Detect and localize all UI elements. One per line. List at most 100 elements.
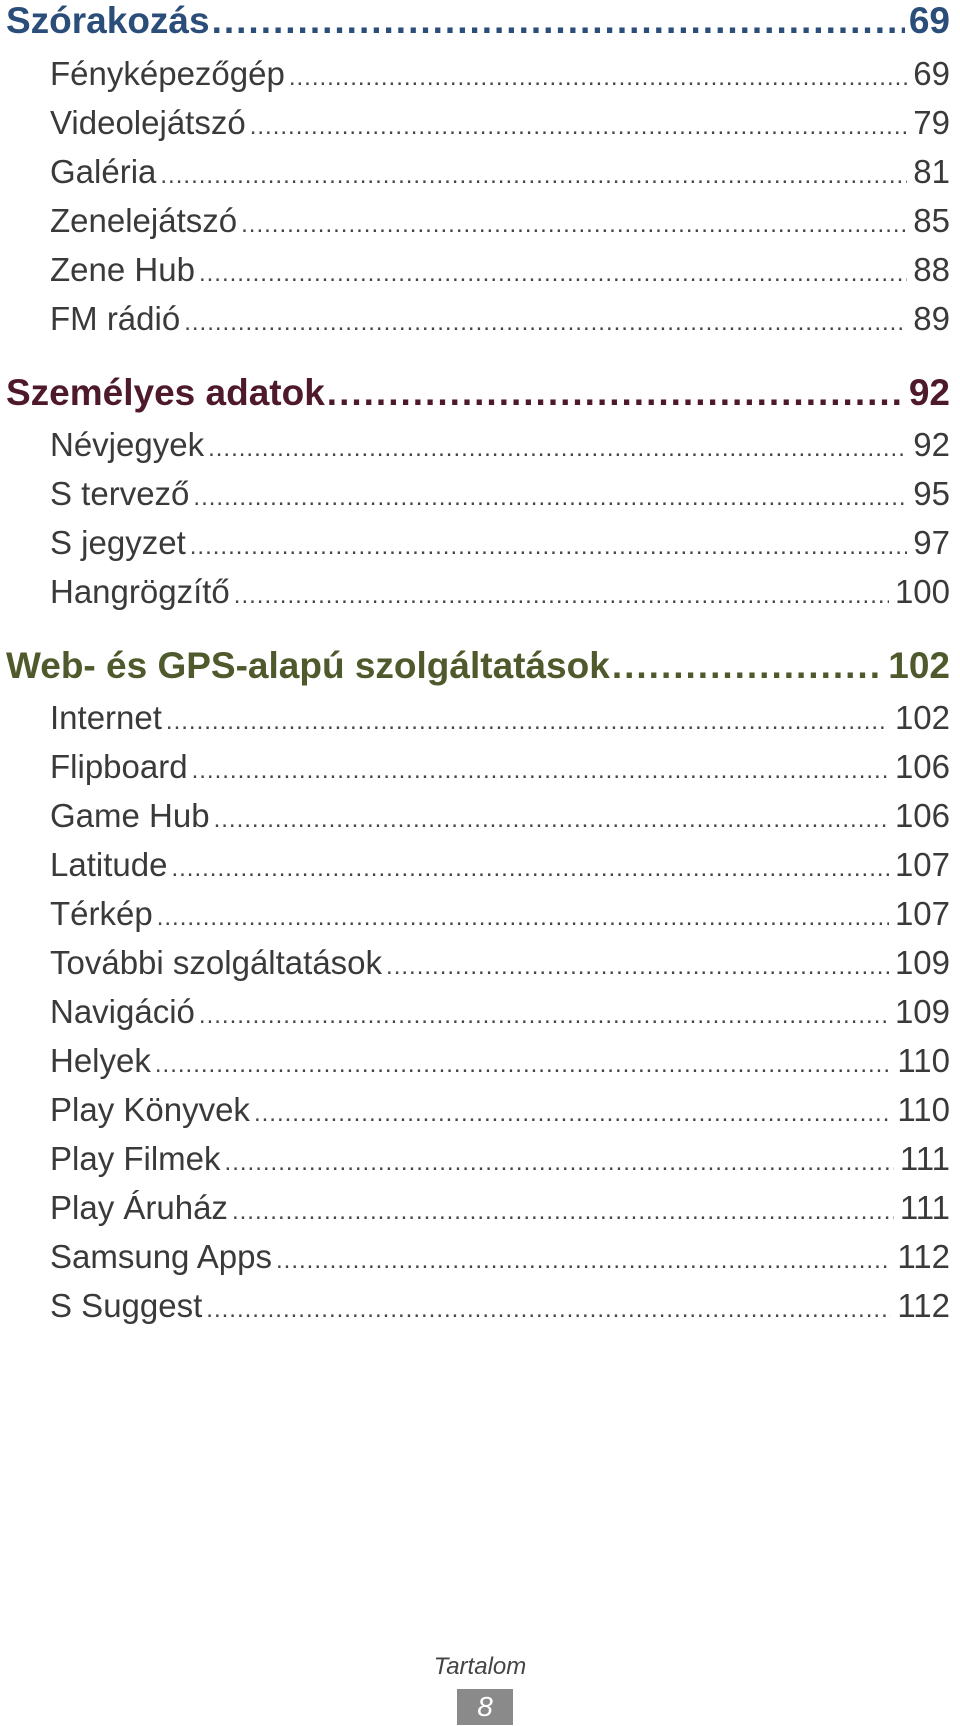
toc-entry[interactable]: Game Hub 106 <box>50 797 950 835</box>
entry-label: Play Könyvek <box>50 1091 250 1128</box>
toc-entry[interactable]: FM rádió 89 <box>50 300 950 338</box>
toc-entry[interactable]: S jegyzet 97 <box>50 524 950 562</box>
dot-leader <box>199 1002 889 1030</box>
dot-leader <box>276 1247 891 1275</box>
toc-entry[interactable]: Videolejátszó 79 <box>50 104 950 142</box>
dot-leader <box>225 1149 894 1177</box>
entry-label: Zenelejátszó <box>50 202 238 239</box>
dot-leader <box>212 0 905 42</box>
dot-leader <box>155 1051 892 1079</box>
entry-label: Play Áruház <box>50 1189 228 1226</box>
toc-entry[interactable]: Zene Hub 88 <box>50 251 950 289</box>
toc-entry[interactable]: Play Áruház 111 <box>50 1189 950 1227</box>
toc-entry[interactable]: Névjegyek 92 <box>50 426 950 464</box>
footer-page-number: 8 <box>457 1689 513 1725</box>
entry-page: 100 <box>894 573 950 610</box>
toc-entry[interactable]: Internet 102 <box>50 699 950 737</box>
entry-label: Helyek <box>50 1042 151 1079</box>
dot-leader <box>289 64 907 92</box>
dot-leader <box>190 533 908 561</box>
entry-label: Galéria <box>50 153 157 190</box>
toc-entry[interactable]: Flipboard 106 <box>50 748 950 786</box>
toc-entry[interactable]: Térkép 107 <box>50 895 950 933</box>
dot-leader <box>171 855 889 883</box>
entry-page: 106 <box>894 797 950 834</box>
entry-page: 107 <box>894 846 950 883</box>
entry-label: Internet <box>50 699 162 736</box>
section-page: 92 <box>908 372 950 413</box>
toc-entry[interactable]: Latitude 107 <box>50 846 950 884</box>
dot-leader <box>208 435 907 463</box>
entry-page: 107 <box>894 895 950 932</box>
entry-label: S jegyzet <box>50 524 186 561</box>
entry-page: 110 <box>897 1091 950 1128</box>
dot-leader <box>193 484 907 512</box>
entry-label: Hangrögzítő <box>50 573 230 610</box>
entry-label: Samsung Apps <box>50 1238 272 1275</box>
entry-page: 69 <box>913 55 950 92</box>
entry-page: 92 <box>913 426 950 463</box>
entry-label: Flipboard <box>50 748 188 785</box>
entry-label: Videolejátszó <box>50 104 246 141</box>
entry-page: 106 <box>894 748 950 785</box>
toc-entry[interactable]: Helyek 110 <box>50 1042 950 1080</box>
entry-label: Fényképezőgép <box>50 55 285 92</box>
toc-entry[interactable]: Samsung Apps 112 <box>50 1238 950 1276</box>
footer-section-label: Tartalom <box>433 1653 527 1680</box>
section-page: 69 <box>908 0 950 41</box>
entry-page: 79 <box>913 104 950 141</box>
entry-page: 89 <box>913 300 950 337</box>
toc-entry[interactable]: Galéria 81 <box>50 153 950 191</box>
entry-page: 97 <box>913 524 950 561</box>
section-title: Szórakozás <box>6 0 210 41</box>
entry-label: Latitude <box>50 846 168 883</box>
entry-label: S tervező <box>50 475 190 512</box>
entry-page: 95 <box>913 475 950 512</box>
entry-label: Térkép <box>50 895 153 932</box>
dot-leader <box>250 113 908 141</box>
entry-page: 85 <box>913 202 950 239</box>
toc-entry[interactable]: Play Könyvek 110 <box>50 1091 950 1129</box>
dot-leader <box>214 806 889 834</box>
dot-leader <box>254 1100 891 1128</box>
section-page: 102 <box>888 645 950 686</box>
dot-leader <box>327 372 905 414</box>
entry-page: 111 <box>899 1140 950 1177</box>
entry-label: S Suggest <box>50 1287 203 1324</box>
dot-leader <box>612 645 884 687</box>
entry-page: 88 <box>913 251 950 288</box>
dot-leader <box>199 260 907 288</box>
toc-entry[interactable]: Navigáció 109 <box>50 993 950 1031</box>
dot-leader <box>160 162 907 190</box>
toc-section-heading[interactable]: Web- és GPS-alapú szolgáltatások 102 <box>6 645 950 687</box>
toc-entry[interactable]: További szolgáltatások 109 <box>50 944 950 982</box>
dot-leader <box>241 211 907 239</box>
entry-label: Navigáció <box>50 993 195 1030</box>
dot-leader <box>386 953 889 981</box>
toc-entry[interactable]: Fényképezőgép 69 <box>50 55 950 93</box>
entry-page: 110 <box>897 1042 950 1079</box>
dot-leader <box>234 582 889 610</box>
entry-label: További szolgáltatások <box>50 944 383 981</box>
entry-page: 112 <box>897 1238 950 1275</box>
dot-leader <box>192 757 889 785</box>
entry-page: 102 <box>894 699 950 736</box>
toc-section-heading[interactable]: Szórakozás 69 <box>6 0 950 42</box>
entry-page: 109 <box>894 944 950 981</box>
toc-entry[interactable]: S Suggest 112 <box>50 1287 950 1325</box>
dot-leader <box>157 904 889 932</box>
toc-entry[interactable]: Hangrögzítő 100 <box>50 573 950 611</box>
dot-leader <box>166 708 889 736</box>
entry-page: 109 <box>894 993 950 1030</box>
dot-leader <box>232 1198 894 1226</box>
toc-entry[interactable]: Zenelejátszó 85 <box>50 202 950 240</box>
section-title: Web- és GPS-alapú szolgáltatások <box>6 645 610 686</box>
toc-entry[interactable]: S tervező 95 <box>50 475 950 513</box>
toc-entry[interactable]: Play Filmek 111 <box>50 1140 950 1178</box>
entry-page: 112 <box>897 1287 950 1324</box>
entry-label: Play Filmek <box>50 1140 221 1177</box>
dot-leader <box>184 309 907 337</box>
entry-label: Game Hub <box>50 797 210 834</box>
entry-page: 111 <box>899 1189 950 1226</box>
toc-section-heading[interactable]: Személyes adatok 92 <box>6 372 950 414</box>
